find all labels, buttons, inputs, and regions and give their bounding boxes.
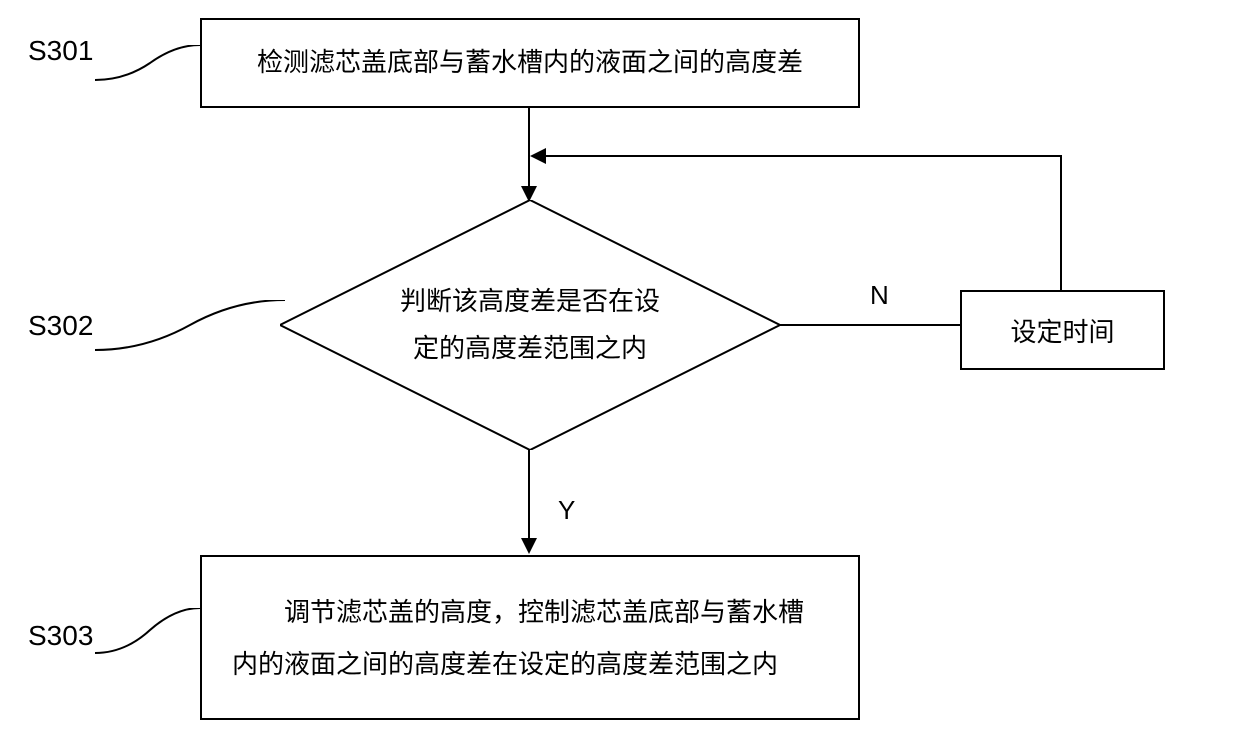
step-s303-box: 调节滤芯盖的高度，控制滤芯盖底部与蓄水槽内的液面之间的高度差在设定的高度差范围之… <box>200 555 860 720</box>
step-s301-label: S301 <box>28 35 93 67</box>
step-s302-text-line2: 定的高度差范围之内 <box>400 325 660 372</box>
arrow-s302-s303-head <box>521 538 537 554</box>
wait-text: 设定时间 <box>1010 312 1114 349</box>
step-s302-text-line1: 判断该高度差是否在设 <box>400 278 660 325</box>
arrow-s302-s303 <box>528 450 530 540</box>
arrow-loop-horizontal <box>545 155 1062 157</box>
yes-label: Y <box>558 495 575 526</box>
no-label: N <box>870 280 889 311</box>
arrow-loop-vertical <box>1060 155 1062 290</box>
wait-box: 设定时间 <box>960 290 1165 370</box>
step-s303-text: 调节滤芯盖的高度，控制滤芯盖底部与蓄水槽内的液面之间的高度差在设定的高度差范围之… <box>232 586 828 690</box>
step-s302-label: S302 <box>28 310 93 342</box>
step-s302-diamond: 判断该高度差是否在设 定的高度差范围之内 <box>280 200 780 450</box>
step-s301-box: 检测滤芯盖底部与蓄水槽内的液面之间的高度差 <box>200 18 860 108</box>
s303-connector-curve <box>95 608 205 658</box>
step-s303-label: S303 <box>28 620 93 652</box>
step-s301-text: 检测滤芯盖底部与蓄水槽内的液面之间的高度差 <box>257 42 803 84</box>
arrow-s302-wait <box>780 324 960 326</box>
arrow-loop-head <box>530 148 546 164</box>
s302-connector-curve <box>95 300 290 355</box>
s301-connector-curve <box>95 45 205 85</box>
